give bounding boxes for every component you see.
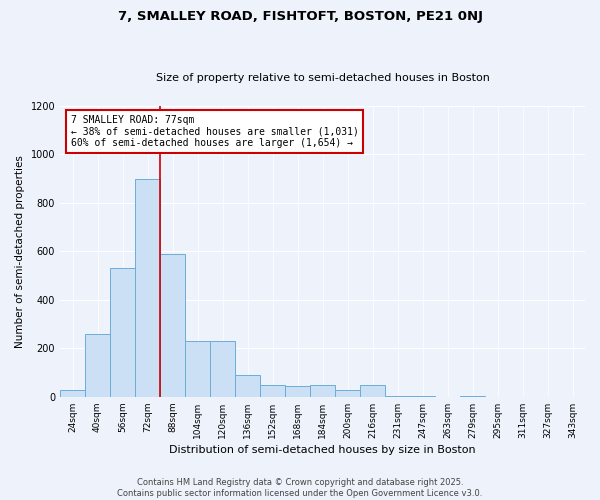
- Bar: [385, 396, 410, 397]
- Title: Size of property relative to semi-detached houses in Boston: Size of property relative to semi-detach…: [155, 73, 490, 83]
- Bar: [260, 384, 285, 397]
- Bar: [310, 384, 335, 397]
- Bar: [135, 178, 160, 397]
- Bar: [185, 341, 210, 397]
- Y-axis label: Number of semi-detached properties: Number of semi-detached properties: [15, 155, 25, 348]
- Bar: [235, 375, 260, 397]
- Bar: [285, 386, 310, 397]
- Text: 7, SMALLEY ROAD, FISHTOFT, BOSTON, PE21 0NJ: 7, SMALLEY ROAD, FISHTOFT, BOSTON, PE21 …: [118, 10, 482, 23]
- X-axis label: Distribution of semi-detached houses by size in Boston: Distribution of semi-detached houses by …: [169, 445, 476, 455]
- Text: Contains HM Land Registry data © Crown copyright and database right 2025.
Contai: Contains HM Land Registry data © Crown c…: [118, 478, 482, 498]
- Bar: [160, 254, 185, 397]
- Bar: [85, 334, 110, 397]
- Bar: [360, 384, 385, 397]
- Bar: [210, 341, 235, 397]
- Bar: [110, 268, 135, 397]
- Bar: [410, 396, 435, 397]
- Bar: [460, 396, 485, 397]
- Bar: [60, 390, 85, 397]
- Bar: [335, 390, 360, 397]
- Text: 7 SMALLEY ROAD: 77sqm
← 38% of semi-detached houses are smaller (1,031)
60% of s: 7 SMALLEY ROAD: 77sqm ← 38% of semi-deta…: [71, 114, 358, 148]
